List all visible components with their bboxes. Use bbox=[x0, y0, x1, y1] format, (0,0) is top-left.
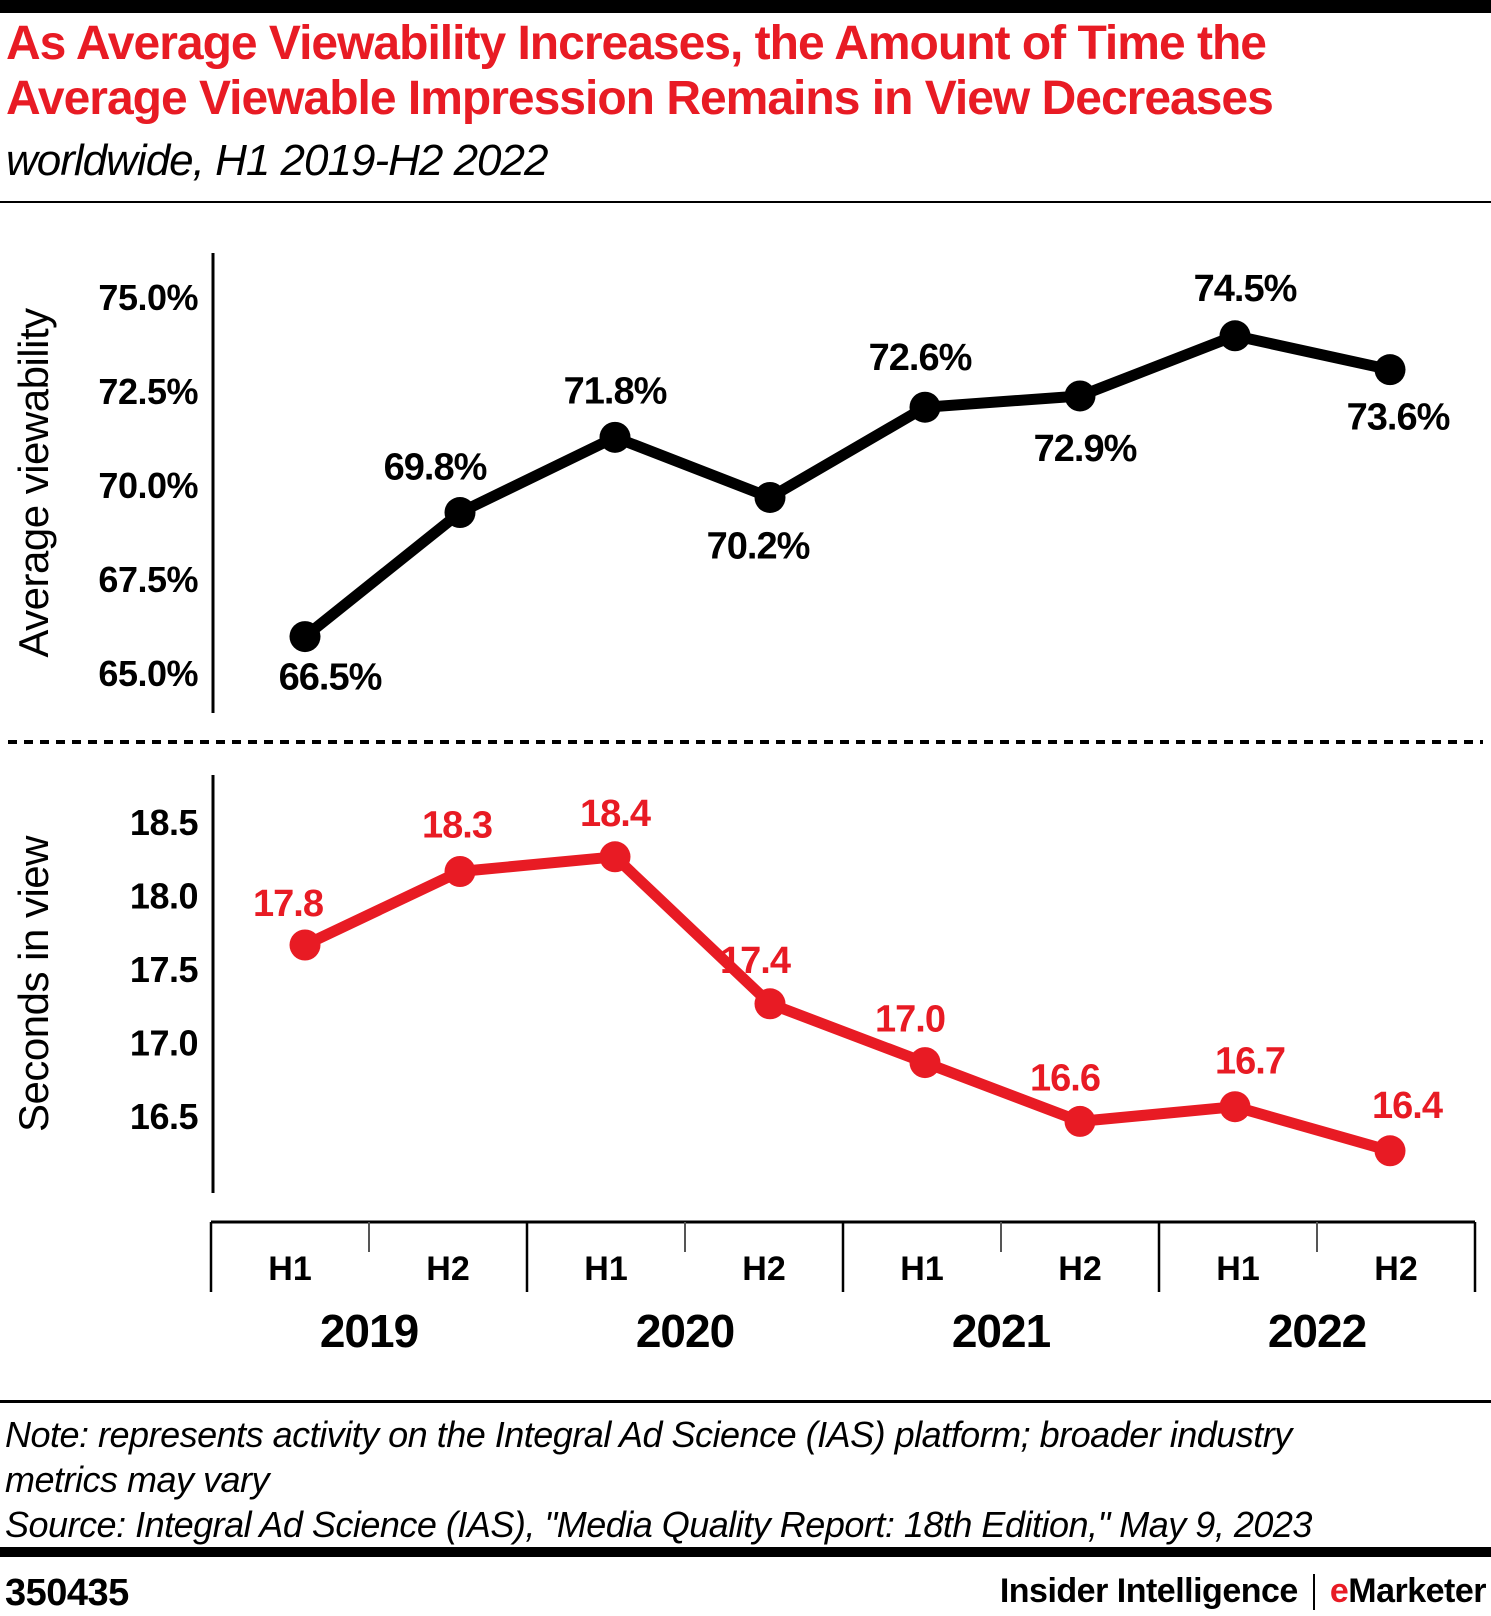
x-axis-half-label: H2 bbox=[1374, 1250, 1417, 1288]
seconds-in-view-point-label: 17.0 bbox=[875, 999, 945, 1041]
average-viewability-point bbox=[909, 391, 941, 423]
seconds-in-view-point-label: 18.4 bbox=[580, 793, 651, 835]
note-line-2: metrics may vary bbox=[5, 1459, 270, 1500]
average-viewability-point bbox=[754, 481, 786, 513]
x-axis-half-label: H1 bbox=[268, 1250, 311, 1288]
seconds-in-view-y-tick-label: 17.5 bbox=[130, 949, 199, 990]
x-axis-half-label: H1 bbox=[584, 1250, 627, 1288]
average-viewability-point-label: 73.6% bbox=[1347, 397, 1450, 439]
x-axis-half-label: H2 bbox=[426, 1250, 469, 1288]
seconds-in-view-point bbox=[289, 929, 321, 961]
average-viewability-y-tick-label: 65.0% bbox=[98, 653, 198, 694]
x-axis-year-label: 2021 bbox=[952, 1305, 1051, 1357]
brand-emarketer-e: e bbox=[1329, 1572, 1349, 1610]
seconds-in-view-point-label: 16.6 bbox=[1030, 1057, 1100, 1099]
x-axis-year-label: 2019 bbox=[320, 1305, 418, 1357]
brand-separator bbox=[1312, 1573, 1315, 1610]
brand-emarketer: eMarketer bbox=[1329, 1572, 1487, 1611]
x-axis-year-label: 2022 bbox=[1268, 1305, 1366, 1357]
seconds-in-view-point-label: 16.7 bbox=[1215, 1041, 1285, 1083]
seconds-in-view-point-label: 17.4 bbox=[720, 940, 791, 982]
average-viewability-point-label: 74.5% bbox=[1194, 268, 1297, 310]
seconds-in-view-point bbox=[909, 1047, 941, 1079]
seconds-in-view-point-label: 16.4 bbox=[1372, 1085, 1443, 1127]
average-viewability-point bbox=[1374, 354, 1406, 386]
average-viewability-point bbox=[599, 421, 631, 453]
average-viewability-point bbox=[1219, 320, 1251, 352]
footer-bar bbox=[0, 1547, 1491, 1557]
average-viewability-y-tick-label: 75.0% bbox=[98, 277, 198, 318]
average-viewability-line bbox=[299, 330, 1396, 643]
average-viewability-point-label: 72.6% bbox=[869, 337, 972, 379]
average-viewability-point bbox=[289, 621, 321, 653]
x-axis-half-label: H1 bbox=[900, 1250, 943, 1288]
average-viewability-point-label: 70.2% bbox=[707, 525, 810, 567]
header-divider-rule bbox=[0, 201, 1491, 203]
brand-lockup: Insider Intelligence eMarketer bbox=[999, 1572, 1487, 1611]
seconds-in-view-y-tick-label: 18.0 bbox=[130, 876, 198, 917]
seconds-in-view-point bbox=[1219, 1091, 1251, 1123]
title-line-2: Average Viewable Impression Remains in V… bbox=[6, 72, 1274, 125]
average-viewability-point-label: 69.8% bbox=[384, 447, 487, 489]
seconds-in-view-point bbox=[1374, 1135, 1406, 1167]
average-viewability-point-label: 66.5% bbox=[279, 657, 382, 699]
seconds-in-view-y-axis-title: Seconds in view bbox=[10, 835, 57, 1132]
note-divider-rule bbox=[0, 1400, 1491, 1403]
x-axis-half-label: H2 bbox=[1058, 1250, 1101, 1288]
source-line: Source: Integral Ad Science (IAS), "Medi… bbox=[5, 1504, 1312, 1545]
seconds-in-view-point bbox=[444, 856, 476, 887]
x-axis-half-label: H1 bbox=[1216, 1250, 1259, 1288]
x-axis-year-label: 2020 bbox=[636, 1305, 734, 1357]
average-viewability-point bbox=[444, 497, 476, 529]
chart-id: 350435 bbox=[5, 1572, 129, 1614]
seconds-in-view-line bbox=[299, 851, 1396, 1157]
average-viewability-point-label: 71.8% bbox=[564, 370, 667, 412]
seconds-in-view-point bbox=[1064, 1105, 1096, 1137]
average-viewability-y-tick-label: 72.5% bbox=[98, 371, 198, 412]
chart-title: As Average Viewability Increases, the Am… bbox=[6, 16, 1486, 126]
seconds-in-view-y-tick-label: 17.0 bbox=[130, 1023, 198, 1064]
seconds-in-view-point-label: 18.3 bbox=[422, 805, 492, 847]
brand-emarketer-rest: Marketer bbox=[1348, 1572, 1486, 1610]
top-bar bbox=[0, 0, 1491, 13]
average-viewability-y-tick-label: 67.5% bbox=[98, 559, 198, 600]
notes-block: Note: represents activity on the Integra… bbox=[5, 1412, 1475, 1547]
average-viewability-y-axis-title: Average viewability bbox=[10, 308, 57, 658]
seconds-in-view-point bbox=[599, 841, 631, 873]
seconds-in-view-y-tick-label: 18.5 bbox=[130, 802, 199, 843]
x-axis-half-label: H2 bbox=[742, 1250, 785, 1288]
seconds-in-view-y-tick-label: 16.5 bbox=[130, 1096, 199, 1137]
brand-insider-intelligence: Insider Intelligence bbox=[999, 1572, 1298, 1610]
title-line-1: As Average Viewability Increases, the Am… bbox=[6, 17, 1267, 70]
average-viewability-y-tick-label: 70.0% bbox=[98, 465, 198, 506]
note-line-1: Note: represents activity on the Integra… bbox=[5, 1414, 1292, 1455]
chart-subtitle: worldwide, H1 2019-H2 2022 bbox=[6, 136, 548, 185]
average-viewability-point-label: 72.9% bbox=[1034, 428, 1137, 470]
average-viewability-point bbox=[1064, 380, 1096, 412]
seconds-in-view-point-label: 17.8 bbox=[253, 883, 323, 925]
seconds-in-view-point bbox=[754, 988, 786, 1020]
